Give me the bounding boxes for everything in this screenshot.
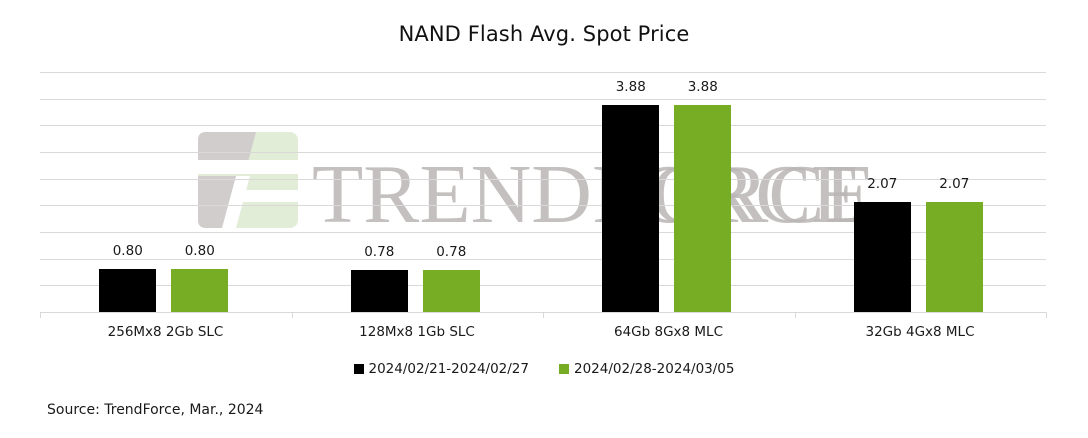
legend-item-series-1[interactable]: 2024/02/21-2024/02/27 <box>353 361 530 377</box>
x-axis-tick <box>794 312 796 318</box>
data-label: 0.80 <box>184 243 215 260</box>
bar-week1[interactable] <box>99 269 157 312</box>
gridline <box>40 178 1046 180</box>
gridline <box>40 232 1046 233</box>
bar-week2[interactable] <box>925 201 983 312</box>
plot-area: TRENDFORCE FORCE 0.80 0.80 0.78 0.78 3.88 3.8… <box>40 72 1047 318</box>
x-axis-label: 128Mx8 1Gb SLC <box>359 324 475 340</box>
data-label: 0.78 <box>364 244 395 261</box>
gridline <box>40 285 1046 287</box>
legend-item-series-2[interactable]: 2024/02/28-2024/03/05 <box>559 361 735 377</box>
bar-week2[interactable] <box>674 105 732 312</box>
gridline <box>40 72 1046 73</box>
x-axis-tick <box>40 312 41 318</box>
source-note: Source: TrendForce, Mar., 2024 <box>47 402 264 418</box>
bar-week1[interactable] <box>853 201 911 312</box>
gridline <box>40 125 1046 127</box>
x-axis-label: 32Gb 4Gx8 MLC <box>865 324 975 340</box>
x-axis-tick <box>1046 312 1047 318</box>
gridline <box>40 258 1046 260</box>
x-axis-tick <box>291 312 293 318</box>
data-label: 2.07 <box>867 175 898 192</box>
gridline <box>40 152 1046 153</box>
legend-swatch-black <box>353 364 364 374</box>
data-label: 2.07 <box>939 175 970 192</box>
legend: 2024/02/21-2024/02/27 2024/02/28-2024/03… <box>0 361 1088 377</box>
bar-week1[interactable] <box>350 270 408 312</box>
data-label: 3.88 <box>687 79 718 96</box>
bar-week1[interactable] <box>602 105 660 312</box>
trendforce-logo-icon <box>198 132 298 228</box>
data-label: 3.88 <box>615 79 646 96</box>
chart-title: NAND Flash Avg. Spot Price <box>398 22 690 46</box>
x-axis-label: 64Gb 8Gx8 MLC <box>613 324 723 340</box>
gridline <box>40 98 1046 100</box>
legend-label: 2024/02/28-2024/03/05 <box>574 361 735 377</box>
legend-label: 2024/02/21-2024/02/27 <box>368 361 530 377</box>
bar-week2[interactable] <box>422 270 480 312</box>
legend-swatch-green <box>559 364 569 374</box>
data-label: 0.78 <box>436 244 467 261</box>
watermark-text: TRENDFORCE <box>312 148 863 241</box>
data-label: 0.80 <box>112 243 143 260</box>
gridline <box>40 205 1046 207</box>
bar-week2[interactable] <box>171 269 229 312</box>
x-axis-label: 256Mx8 2Gb SLC <box>107 324 224 340</box>
x-axis-tick <box>543 312 544 318</box>
